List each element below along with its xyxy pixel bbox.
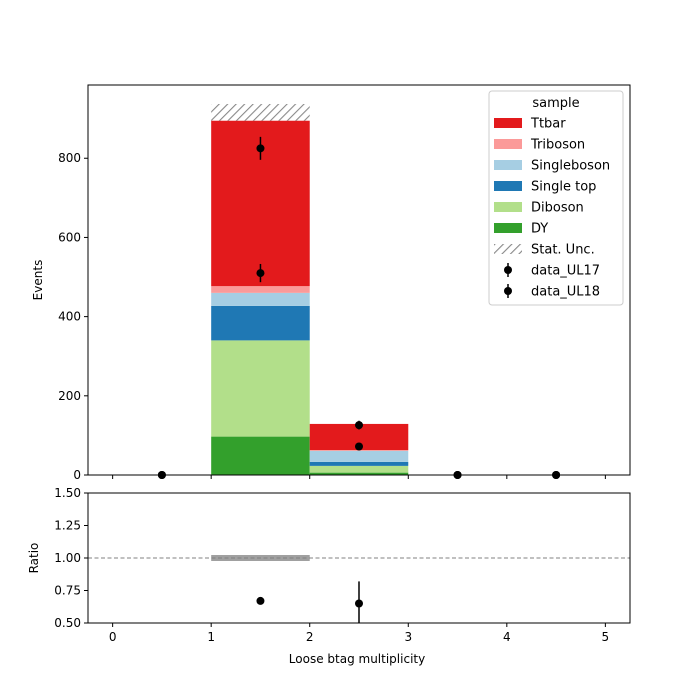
legend-items: Ttbar Triboson Singleboson Single top Diboso… — [494, 117, 610, 300]
legend-label-single-top: Single top — [531, 180, 596, 195]
ratio-y-tick-label-1: 0.75 — [54, 584, 81, 598]
main-y-axis-label: Events — [31, 260, 45, 301]
main-x-ticks — [112, 475, 606, 479]
main-y-tick-label-4: 800 — [58, 151, 81, 165]
main-plot-frame — [87, 84, 631, 476]
legend-swatch-singleboson — [494, 160, 522, 170]
legend: sample Ttbar Triboson Singleboson Single to… — [488, 90, 624, 306]
legend-label-dy: DY — [531, 222, 548, 237]
bar-triboson-bin-1 — [211, 286, 310, 293]
bar-single-top-bin-1 — [211, 305, 310, 341]
legend-swatch-triboson — [494, 139, 522, 149]
x-tick-label-0: 0 — [109, 630, 117, 644]
legend-swatch-dy — [494, 223, 522, 233]
point-data-ul17-1 — [256, 144, 265, 153]
legend-label-ttbar: Ttbar — [530, 117, 566, 132]
ratio-points — [256, 581, 363, 623]
legend-label-diboson: Diboson — [531, 201, 584, 216]
main-y-tick-label-0: 0 — [73, 468, 81, 482]
bar-dy-bin-2 — [309, 472, 409, 475]
ratio-y-tick-label-3: 1.25 — [54, 519, 81, 533]
point-data-ul18-1 — [256, 269, 265, 278]
legend-swatch-stat-unc- — [494, 244, 522, 254]
stat-unc-bin-1 — [211, 104, 310, 121]
stacked-bars — [211, 120, 409, 475]
ratio-point-0 — [256, 596, 265, 605]
x-tick-label-4: 4 — [503, 630, 511, 644]
legend-label-data-ul18: data_UL18 — [531, 285, 600, 300]
legend-marker-data-ul18 — [504, 287, 512, 295]
ratio-y-ticks: 0.50 0.75 1.00 1.25 1.50 — [54, 486, 88, 630]
legend-label-triboson: Triboson — [530, 138, 585, 153]
bar-dy-bin-1 — [211, 436, 310, 475]
x-tick-label-1: 1 — [207, 630, 215, 644]
x-tick-label-3: 3 — [404, 630, 412, 644]
legend-label-stat-unc-: Stat. Unc. — [531, 243, 595, 258]
ratio-y-tick-label-0: 0.50 — [54, 616, 81, 630]
ratio-panel: 0 1 2 3 4 5 0.50 0.75 1.00 1.25 1.50 Ratio Loose … — [27, 486, 631, 666]
bar-diboson-bin-2 — [309, 465, 409, 473]
legend-label-singleboson: Singleboson — [531, 159, 610, 174]
legend-label-data-ul17: data_UL17 — [531, 264, 600, 279]
main-panel: 0 200 400 600 800 Events — [31, 84, 631, 482]
ratio-y-tick-label-4: 1.50 — [54, 486, 81, 500]
legend-swatch-single-top — [494, 181, 522, 191]
legend-box — [488, 90, 624, 306]
main-y-tick-label-1: 200 — [58, 389, 81, 403]
legend-marker-data-ul17 — [504, 266, 512, 274]
bar-diboson-bin-1 — [211, 340, 310, 437]
ratio-y-axis-label: Ratio — [27, 543, 41, 574]
bar-single-top-bin-2 — [309, 461, 409, 466]
x-axis-label: Loose btag multiplicity — [289, 652, 425, 666]
main-y-tick-label-3: 600 — [58, 230, 81, 244]
main-y-tick-label-2: 400 — [58, 310, 81, 324]
ratio-y-tick-label-2: 1.00 — [54, 551, 81, 565]
main-y-ticks: 0 200 400 600 800 — [58, 151, 88, 482]
stat-unc-band — [211, 104, 310, 121]
bar-singleboson-bin-2 — [309, 450, 409, 462]
x-tick-label-2: 2 — [306, 630, 314, 644]
bar-singleboson-bin-1 — [211, 292, 310, 306]
legend-title: sample — [532, 96, 579, 111]
ratio-x-ticks: 0 1 2 3 4 5 — [109, 623, 609, 644]
ratio-point-1 — [355, 599, 363, 608]
x-tick-label-5: 5 — [602, 630, 610, 644]
legend-swatch-diboson — [494, 202, 522, 212]
point-data-ul17-2 — [355, 421, 363, 430]
point-data-ul18-2 — [355, 442, 363, 451]
legend-swatch-ttbar — [494, 118, 522, 128]
